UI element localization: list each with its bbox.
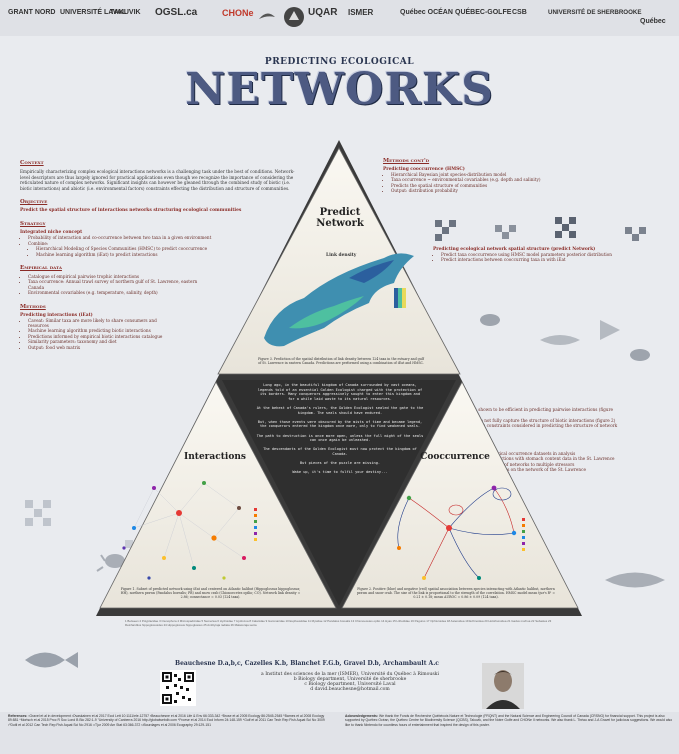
- link-density-map: [264, 253, 414, 347]
- acknowledgements: Acknowledgements: We thank the Fonds de …: [345, 714, 673, 727]
- logo: UNIVERSITÉ DE SHERBROOKE: [548, 9, 642, 16]
- list-item: Environmental covariables (e.g. temperat…: [28, 290, 203, 295]
- references-heading: References:: [8, 714, 28, 718]
- list-item: Caveat: Similar taxa are more likely to …: [28, 318, 178, 329]
- affiliation: d david.beauchesne@hotmail.com: [310, 687, 390, 692]
- logo: UQAR: [308, 7, 338, 18]
- crab-icon: [480, 314, 650, 361]
- triforce-diagram: [96, 140, 582, 616]
- objective-heading: Objective: [20, 199, 48, 206]
- list-item: Taxa occurrence ~ environmental covariab…: [391, 177, 581, 182]
- list-item: HMSC model do not fully capture the stru…: [448, 418, 618, 423]
- cooccurrence-nodes: [397, 485, 517, 580]
- affiliation: b Biology department, Université de sher…: [293, 677, 407, 682]
- logo: GRANT NORD: [8, 9, 56, 16]
- cooccurrence-network: [397, 487, 515, 579]
- map-label: Link density: [326, 253, 357, 258]
- logo-bar: GRANT NORD UNIVERSITÉ LAVAL TAKUVIK OGSL…: [0, 0, 679, 36]
- methods-contd-heading: Methods cont'd: [383, 158, 430, 164]
- lobster-icon: [605, 572, 665, 588]
- list-item: Output: distribution probability: [391, 188, 581, 193]
- logo: OGSL.ca: [155, 7, 198, 18]
- methods-heading: Methods: [20, 303, 46, 310]
- list-item: Hierarchical Bayesian joint species-dist…: [391, 172, 581, 177]
- objective-text: Predict the spatial structure of interac…: [20, 208, 242, 214]
- list-item: Validate predicted interactions with sto…: [448, 456, 618, 461]
- hmsc-subheading: Predicting cooccurrence (HMSC): [383, 167, 465, 172]
- cooccurrence-title: Cooccurrence: [420, 452, 490, 462]
- species-list: 1 Between 2 Polyplacidae 3 Ctenophora 4 …: [125, 619, 552, 627]
- title-small: PREDICTING ECOLOGICAL: [264, 57, 415, 67]
- triangle-left: [99, 381, 337, 609]
- references-text: ¹Gravel et al in development ²Ovaskainen…: [8, 714, 325, 727]
- empirical-heading: Empirical data: [20, 265, 62, 271]
- list-item: Probability of interaction and co-occurr…: [28, 235, 238, 240]
- list-item: Machine learning algorithm (iEat) to pre…: [36, 252, 236, 257]
- list-item: Predicts the spatial structure of commun…: [391, 183, 581, 188]
- logo: Québec OCÉAN: [400, 9, 453, 16]
- net-section: Predicting ecological network spatial st…: [433, 247, 673, 263]
- logo: CHONe: [222, 8, 254, 18]
- methods-subheading: Predicting interactions (iEat): [20, 312, 93, 318]
- footer: [0, 712, 679, 754]
- logo: TAKUVIK: [110, 9, 141, 16]
- list-item: Incorporate other empirical occurrence d…: [448, 451, 618, 456]
- list-item: Evaluate the vulnerability of networks t…: [448, 462, 618, 467]
- list-item: Combine:: [28, 241, 238, 246]
- strategy-subheading: Integrated niche concept: [20, 230, 83, 236]
- triangle-top: [217, 147, 461, 375]
- title-big: NETWORKS: [185, 64, 494, 115]
- figure-3-caption: Figure 3. Prediction of the spatial dist…: [258, 357, 424, 366]
- qr-code-icon: [160, 670, 196, 706]
- author-photo: [482, 663, 524, 709]
- right-column: Methods cont'd Predicting cooccurrence (…: [383, 158, 663, 194]
- context-text: Empirically characterizing complex ecolo…: [20, 169, 295, 191]
- list-item: Predict taxa cooccurrence using HMSC mod…: [441, 252, 641, 257]
- heatmap-icon: [435, 217, 646, 241]
- affiliation: a Institut des sciences de la mer (ISMER…: [261, 672, 439, 677]
- logo: QUÉBEC-GOLFE: [455, 9, 512, 16]
- logo: CSB: [512, 9, 527, 16]
- references: References: ¹Gravel et al in development…: [8, 714, 328, 727]
- net-subheading: Predicting ecological network spatial st…: [433, 247, 596, 252]
- authors: Beauchesne D.a,b,c, Cazelles K.b, Blanch…: [175, 660, 439, 667]
- legend-swatches: [254, 508, 525, 551]
- affiliations: a Institut des sciences de la mer (ISMER…: [225, 672, 475, 692]
- strategy-heading: Strategy: [20, 221, 46, 228]
- list-item: Output: food web matrix: [28, 345, 178, 350]
- figure-2-caption: Figure 2. Positive (blue) and negative (…: [356, 587, 556, 600]
- logo: Québec: [640, 18, 666, 25]
- list-item: Taxa occurrence: Annual trawl survey of …: [28, 279, 203, 290]
- affiliation: c Biology department, Université Laval: [304, 682, 396, 687]
- list-item: Evaluate cumulative impacts on the netwo…: [448, 467, 618, 472]
- triangle-right: [341, 381, 579, 609]
- list-item: Predictions informed by empirical biotic…: [28, 334, 178, 339]
- ack-heading: Acknowledgements:: [345, 714, 378, 718]
- interactions-title: Interactions: [184, 452, 246, 462]
- interactions-network: [133, 482, 245, 569]
- triangle-center: [222, 380, 456, 606]
- fish-icon: [25, 652, 78, 668]
- ack-text: We thank the Fonds de Recherche Québécoi…: [345, 714, 673, 727]
- logo: ISMER: [348, 8, 374, 17]
- story-text: Long ago, in the beautiful kingdom of Ca…: [256, 383, 424, 475]
- predict-network-title: Predict Network: [316, 207, 364, 229]
- emblem-icon: [284, 7, 304, 27]
- bird-icon: [259, 13, 275, 19]
- context-heading: Context: [20, 160, 44, 166]
- list-item: Hierarchical Modeling of Species Communi…: [36, 246, 236, 251]
- logo: UNIVERSITÉ LAVAL: [60, 9, 127, 16]
- list-item: Similarity parameters: taxonomy and diet: [28, 339, 178, 344]
- list-item: Predict interactions between cooccurring…: [441, 257, 641, 262]
- list-item: Catalogue of empirical pairwise trophic …: [28, 274, 203, 279]
- figure-1-caption: Figure 1. Subset of predicted network us…: [120, 587, 301, 600]
- left-column: Context Empirically characterizing compl…: [20, 160, 300, 350]
- interactions-nodes: [122, 481, 246, 580]
- list-item: Machine learning algorithm predicting bi…: [28, 328, 178, 333]
